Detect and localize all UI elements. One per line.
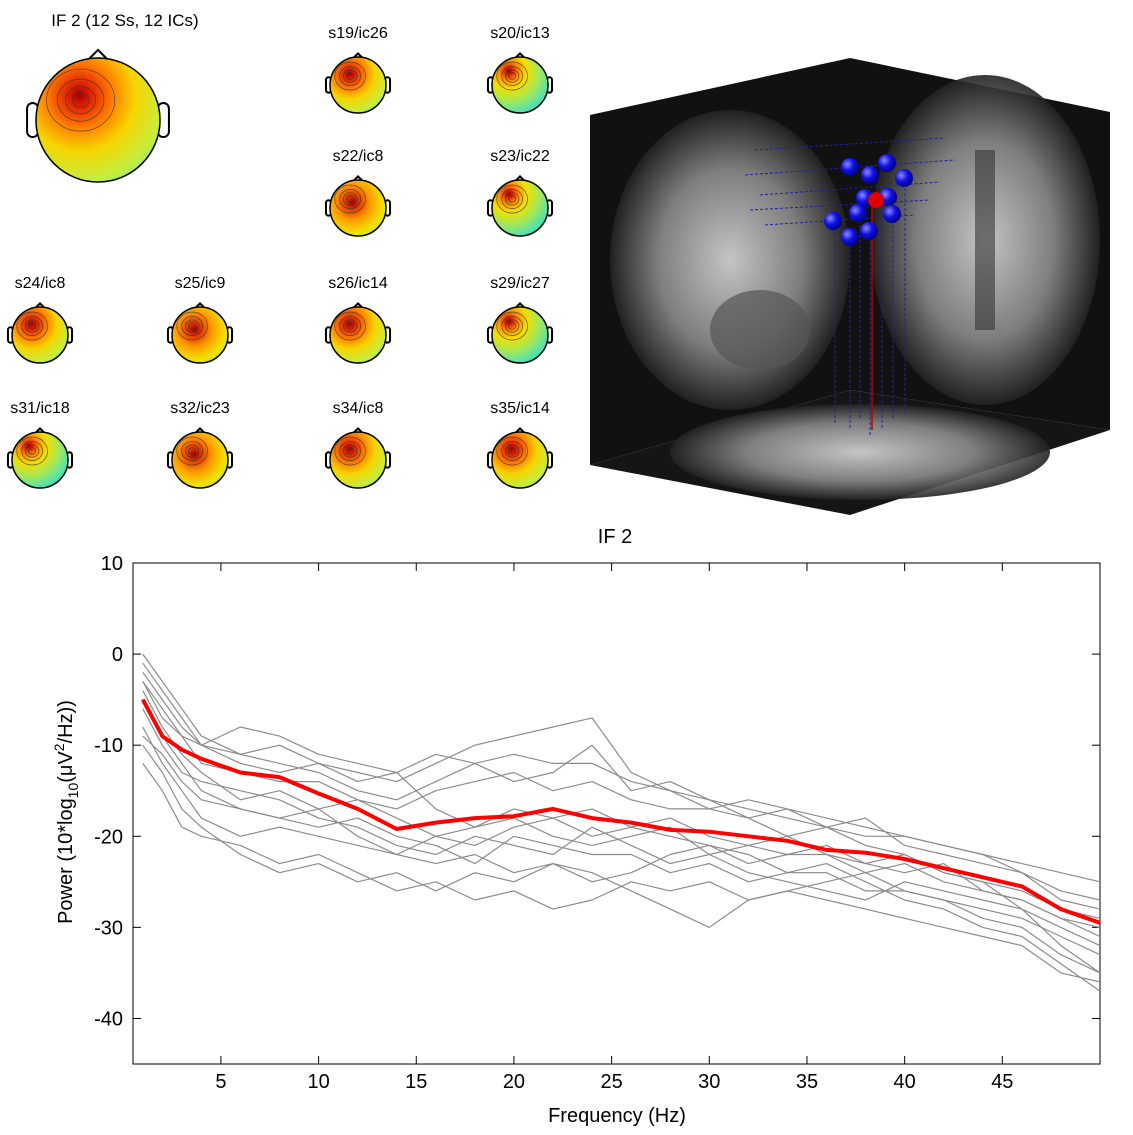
scalp-map [326, 303, 390, 363]
scalp-map [168, 428, 232, 488]
x-tick-label: 15 [405, 1071, 427, 1093]
x-tick-label: 35 [796, 1071, 818, 1093]
scalp-map [27, 50, 169, 182]
x-tick-label: 45 [991, 1071, 1013, 1093]
x-tick-label: 30 [698, 1071, 720, 1093]
x-tick-label: 10 [307, 1071, 329, 1093]
x-axis-label: Frequency (Hz) [548, 1105, 686, 1127]
y-label-part: (μV [55, 751, 77, 783]
scalp-map [8, 303, 72, 363]
scalp-map [326, 428, 390, 488]
maps-title: IF 2 (12 Ss, 12 ICs) [51, 11, 198, 30]
map-title: s29/ic27 [490, 275, 550, 292]
map-title: s24/ic8 [15, 275, 66, 292]
y-label-part: Power (10*log [55, 798, 77, 924]
spectrum-chart: IF 2 Frequency (Hz) Power (10*log10(μV2/… [51, 526, 1100, 1127]
x-tick-label: 5 [215, 1071, 226, 1093]
map-title: s31/ic18 [10, 400, 70, 417]
y-tick-label: -20 [94, 826, 123, 848]
x-tick-label: 25 [600, 1071, 622, 1093]
brain-detail [710, 290, 810, 370]
map-title: s19/ic26 [328, 25, 388, 42]
x-tick-label: 40 [894, 1071, 916, 1093]
series-line [143, 700, 1100, 919]
map-title: s20/ic13 [490, 25, 550, 42]
scalp-map [488, 53, 552, 113]
brain-detail [975, 150, 995, 330]
scalp-map [8, 428, 72, 488]
axial-brain [670, 404, 1050, 500]
map-title: s22/ic8 [333, 148, 384, 165]
scalp-map [488, 303, 552, 363]
scalp-map [326, 53, 390, 113]
map-title: s25/ic9 [175, 275, 226, 292]
scalp-map [488, 428, 552, 488]
map-title: s26/ic14 [328, 275, 388, 292]
brain-view [590, 58, 1110, 515]
y-label-part: /Hz)) [55, 700, 77, 743]
y-tick-label: 0 [112, 644, 123, 666]
y-tick-label: 10 [101, 553, 123, 575]
series-line [143, 681, 1100, 973]
y-axis-label: Power (10*log10(μV2/Hz)) [51, 700, 81, 924]
map-title: s23/ic22 [490, 148, 550, 165]
map-title: s34/ic8 [333, 400, 384, 417]
series-line [143, 736, 1100, 955]
x-tick-label: 20 [503, 1071, 525, 1093]
series-line [143, 727, 1100, 991]
y-tick-label: -30 [94, 917, 123, 939]
chart-title: IF 2 [598, 526, 632, 548]
figure: IF 2 (12 Ss, 12 ICs) s19/ic26 s20/ic13 s22… [0, 0, 1133, 1135]
scalp-map [326, 176, 390, 236]
y-tick-label: -40 [94, 1008, 123, 1030]
y-tick-label: -10 [94, 735, 123, 757]
map-title: s32/ic23 [170, 400, 230, 417]
series-line [143, 691, 1100, 928]
scalp-map [488, 176, 552, 236]
series-line [143, 672, 1100, 945]
page: {"scalp_maps": {"main_title": "IF 2 (12 … [0, 0, 1133, 1135]
scalp-map [168, 303, 232, 363]
sagittal-brain [610, 110, 850, 410]
map-title: s35/ic14 [490, 400, 550, 417]
y-label-sub: 10 [65, 783, 81, 799]
series-line [143, 700, 1100, 923]
y-label-sup: 2 [51, 743, 67, 751]
scalp-maps: IF 2 (12 Ss, 12 ICs) s19/ic26 s20/ic13 s22… [8, 11, 552, 488]
plot-frame [133, 563, 1100, 1064]
